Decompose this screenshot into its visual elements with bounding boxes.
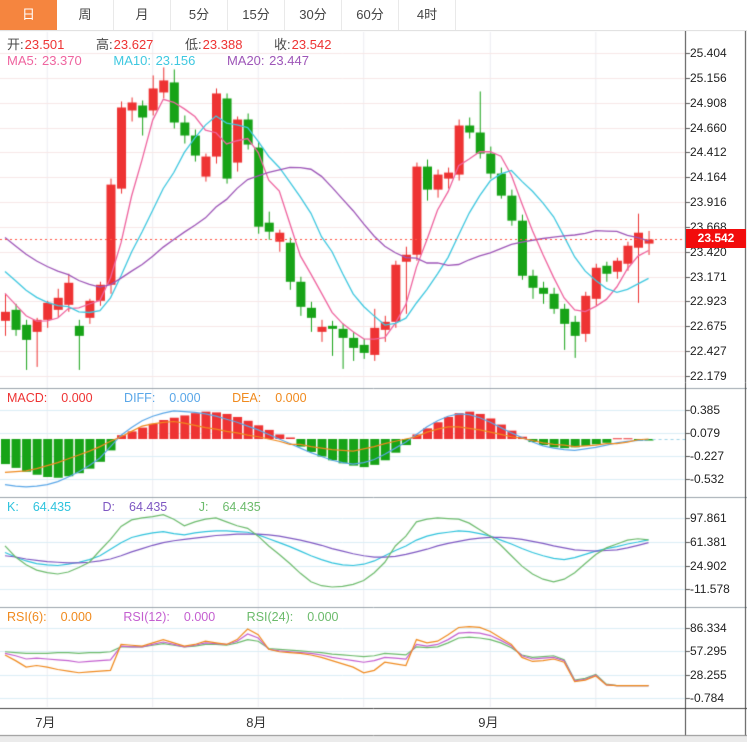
rsi6-field: RSI(6): 0.000 xyxy=(7,610,106,624)
close-value: 23.542 xyxy=(291,37,332,52)
macd-header: MACD: 0.000 DIFF: 0.000 DEA: 0.000 xyxy=(7,391,335,405)
axis-tick-label: 23.420 xyxy=(690,244,727,259)
k-value: 64.435 xyxy=(32,500,72,514)
high-value: 23.627 xyxy=(113,37,154,52)
d-field: D: 64.435 xyxy=(103,500,182,514)
tab-month[interactable]: 月 xyxy=(114,0,171,30)
axis-tick-label: -0.532 xyxy=(690,472,725,487)
rsi-header: RSI(6): 0.000 RSI(12): 0.000 RSI(24): 0.000 xyxy=(7,610,367,624)
axis-tick-label: 86.334 xyxy=(690,621,727,635)
ma5-field: MA5: 23.370 xyxy=(7,53,96,68)
tab-week[interactable]: 周 xyxy=(57,0,114,30)
axis-tick-label: -0.784 xyxy=(690,691,725,706)
axis-tick-label: 0.385 xyxy=(690,402,721,417)
tab-30min[interactable]: 30分 xyxy=(285,0,342,30)
rsi12-value: 0.000 xyxy=(183,610,216,624)
low-label: 低: xyxy=(185,37,202,52)
month-label: 7月 xyxy=(35,715,56,730)
d-label: D: xyxy=(102,500,116,514)
open-value: 23.501 xyxy=(24,37,65,52)
macd-label: MACD: xyxy=(7,391,48,405)
ma-header: MA5: 23.370 MA10: 23.156 MA20: 23.447 xyxy=(7,53,337,68)
tab-15min[interactable]: 15分 xyxy=(228,0,285,30)
close-field: 收:23.542 xyxy=(274,37,345,52)
axis-tick-label: 97.861 xyxy=(690,511,727,525)
axis-tick-label: 24.660 xyxy=(690,120,727,135)
axis-tick-label: 22.427 xyxy=(690,344,727,359)
axis-tick-label: 25.404 xyxy=(690,46,727,60)
macd-value: 0.000 xyxy=(61,391,93,405)
low-value: 23.388 xyxy=(202,37,243,52)
axis-tick-label: 22.675 xyxy=(690,319,727,334)
ma10-label: MA10: xyxy=(113,53,151,68)
axis-tick-label: 28.255 xyxy=(690,667,727,682)
diff-field: DIFF: 0.000 xyxy=(124,391,215,405)
j-field: J: 64.435 xyxy=(199,500,275,514)
dea-field: DEA: 0.000 xyxy=(232,391,320,405)
high-field: 高:23.627 xyxy=(96,37,167,52)
axis-tick-label: 24.164 xyxy=(690,170,727,185)
dea-value: 0.000 xyxy=(275,391,307,405)
axis-tick-label: 25.156 xyxy=(690,70,727,85)
rsi24-value: 0.000 xyxy=(307,610,339,624)
ma5-label: MA5: xyxy=(7,53,38,68)
open-label: 开: xyxy=(7,37,24,52)
rsi6-value: 0.000 xyxy=(60,610,92,624)
month-label: 9月 xyxy=(478,715,499,730)
diff-label: DIFF: xyxy=(124,391,156,405)
price-axis: 25.404 25.156 24.908 24.660 24.412 24.164 23.9… xyxy=(685,30,747,735)
macd-field: MACD: 0.000 xyxy=(7,391,107,405)
rsi24-label: RSI(24): xyxy=(246,610,294,624)
current-price-tag: 23.542 xyxy=(686,229,746,248)
tab-4hour[interactable]: 4时 xyxy=(399,0,456,30)
diff-value: 0.000 xyxy=(169,391,201,405)
k-field: K: 64.435 xyxy=(7,500,85,514)
rsi6-label: RSI(6): xyxy=(7,610,47,624)
d-value: 64.435 xyxy=(129,500,168,514)
ohlc-header: 开:23.501 高:23.627 低:23.388 收:23.542 xyxy=(7,34,359,53)
ma20-value: 23.447 xyxy=(269,53,309,68)
j-value: 64.435 xyxy=(222,500,261,514)
k-label: K: xyxy=(7,500,19,514)
axis-tick-label: 23.916 xyxy=(690,195,727,210)
dea-label: DEA: xyxy=(232,391,262,405)
axis-tick-label: 22.923 xyxy=(690,294,727,309)
rsi24-field: RSI(24): 0.000 xyxy=(247,610,353,624)
close-label: 收: xyxy=(274,37,291,52)
open-field: 开:23.501 xyxy=(7,37,78,52)
rsi12-label: RSI(12): xyxy=(123,610,170,624)
axis-tick-label: 24.908 xyxy=(690,95,727,110)
ma20-label: MA20: xyxy=(226,53,265,68)
j-label: J: xyxy=(198,500,209,514)
ma5-value: 23.370 xyxy=(41,53,82,68)
axis-tick-label: 24.412 xyxy=(690,145,727,160)
period-tab-bar: 日 周 月 5分 15分 30分 60分 4时 xyxy=(0,0,747,31)
axis-tick-label: 61.381 xyxy=(690,534,727,549)
tab-day[interactable]: 日 xyxy=(0,0,57,30)
time-axis: 7月 8月 9月 xyxy=(0,712,685,734)
axis-tick-label: 0.079 xyxy=(690,426,721,440)
axis-tick-label: -11.578 xyxy=(690,582,730,597)
ma10-field: MA10: 23.156 xyxy=(113,53,209,68)
rsi12-field: RSI(12): 0.000 xyxy=(123,610,229,624)
high-label: 高: xyxy=(96,37,113,52)
kdj-header: K: 64.435 D: 64.435 J: 64.435 xyxy=(7,500,289,514)
tab-5min[interactable]: 5分 xyxy=(171,0,228,30)
axis-tick-label: 22.179 xyxy=(690,369,727,384)
ma10-value: 23.156 xyxy=(155,53,196,68)
month-label: 8月 xyxy=(246,715,267,730)
axis-tick-label: 23.171 xyxy=(690,269,727,284)
tab-60min[interactable]: 60分 xyxy=(342,0,399,30)
ma20-field: MA20: 23.447 xyxy=(227,53,323,68)
axis-tick-label: 57.295 xyxy=(690,644,727,659)
low-field: 低:23.388 xyxy=(185,37,256,52)
axis-tick-label: -0.227 xyxy=(690,449,725,464)
axis-tick-label: 24.902 xyxy=(690,558,727,573)
